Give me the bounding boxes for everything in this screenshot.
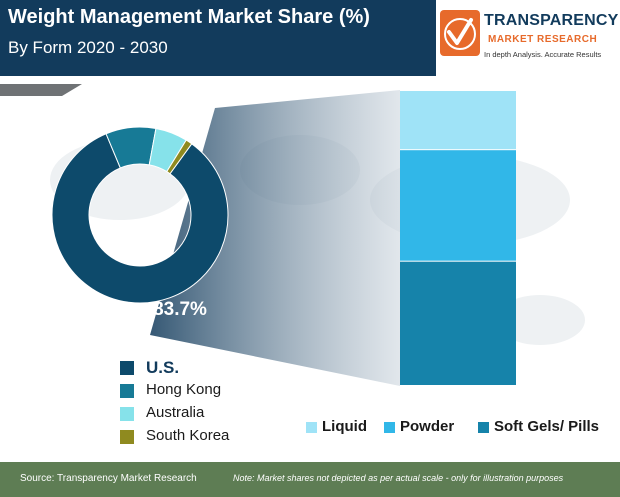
company-logo: TRANSPARENCY MARKET RESEARCH In depth An… <box>436 0 620 76</box>
stacked-bar-chart <box>400 91 516 385</box>
connector-fan <box>150 90 400 386</box>
legend-item-australia: Australia <box>120 404 320 427</box>
bar-segment-powder <box>400 150 516 261</box>
legend-label-us: U.S. <box>146 358 180 377</box>
bar-legend-swatch-powder <box>384 422 395 433</box>
bar-legend-label-soft-gels: Soft Gels/ Pills <box>494 418 600 435</box>
logo-tagline: MARKET RESEARCH <box>488 34 598 45</box>
legend-swatch-australia <box>120 407 134 421</box>
legend-label-south-korea: South Korea <box>146 427 230 444</box>
legend-item-us: U.S. <box>120 358 320 381</box>
chart-title: Weight Management Market Share (%) <box>8 6 370 28</box>
bar-legend-label-liquid: Liquid <box>322 418 367 435</box>
header-bar: Weight Management Market Share (%) By Fo… <box>0 0 436 76</box>
bar-legend-swatch-soft-gels <box>478 422 489 433</box>
donut-legend: U.S. Hong Kong Australia South Korea <box>120 358 320 450</box>
bar-legend-label-powder: Powder <box>400 418 455 435</box>
logo-slogan: In depth Analysis. Accurate Results <box>484 50 602 59</box>
bar-legend-swatch-liquid <box>306 422 317 433</box>
legend-swatch-south-korea <box>120 430 134 444</box>
bar-segment-soft-gels <box>400 261 516 385</box>
legend-item-hong-kong: Hong Kong <box>120 381 320 404</box>
legend-label-hong-kong: Hong Kong <box>146 381 222 398</box>
bar-legend: Liquid Powder Soft Gels/ Pills <box>306 418 620 438</box>
bar-segment-liquid <box>400 91 516 150</box>
logo-name: TRANSPARENCY <box>484 12 619 29</box>
legend-label-australia: Australia <box>146 404 205 421</box>
decorative-shelf <box>0 84 82 96</box>
logo-mark-icon <box>440 10 480 56</box>
footer-source: Source: Transparency Market Research <box>20 473 197 484</box>
donut-chart: 83.7% <box>51 126 229 320</box>
donut-slice-south-korea <box>166 139 193 175</box>
legend-swatch-us <box>120 361 134 375</box>
chart-subtitle: By Form 2020 - 2030 <box>8 38 168 57</box>
legend-swatch-hong-kong <box>120 384 134 398</box>
footer-bar: Source: Transparency Market Research Not… <box>0 462 620 497</box>
donut-slice-us <box>51 133 229 304</box>
legend-item-south-korea: South Korea <box>120 427 320 450</box>
chart-canvas: 83.7% <box>50 90 585 386</box>
footer-note: Note: Market shares not depicted as per … <box>233 473 564 483</box>
donut-data-label-us: 83.7% <box>153 299 207 320</box>
